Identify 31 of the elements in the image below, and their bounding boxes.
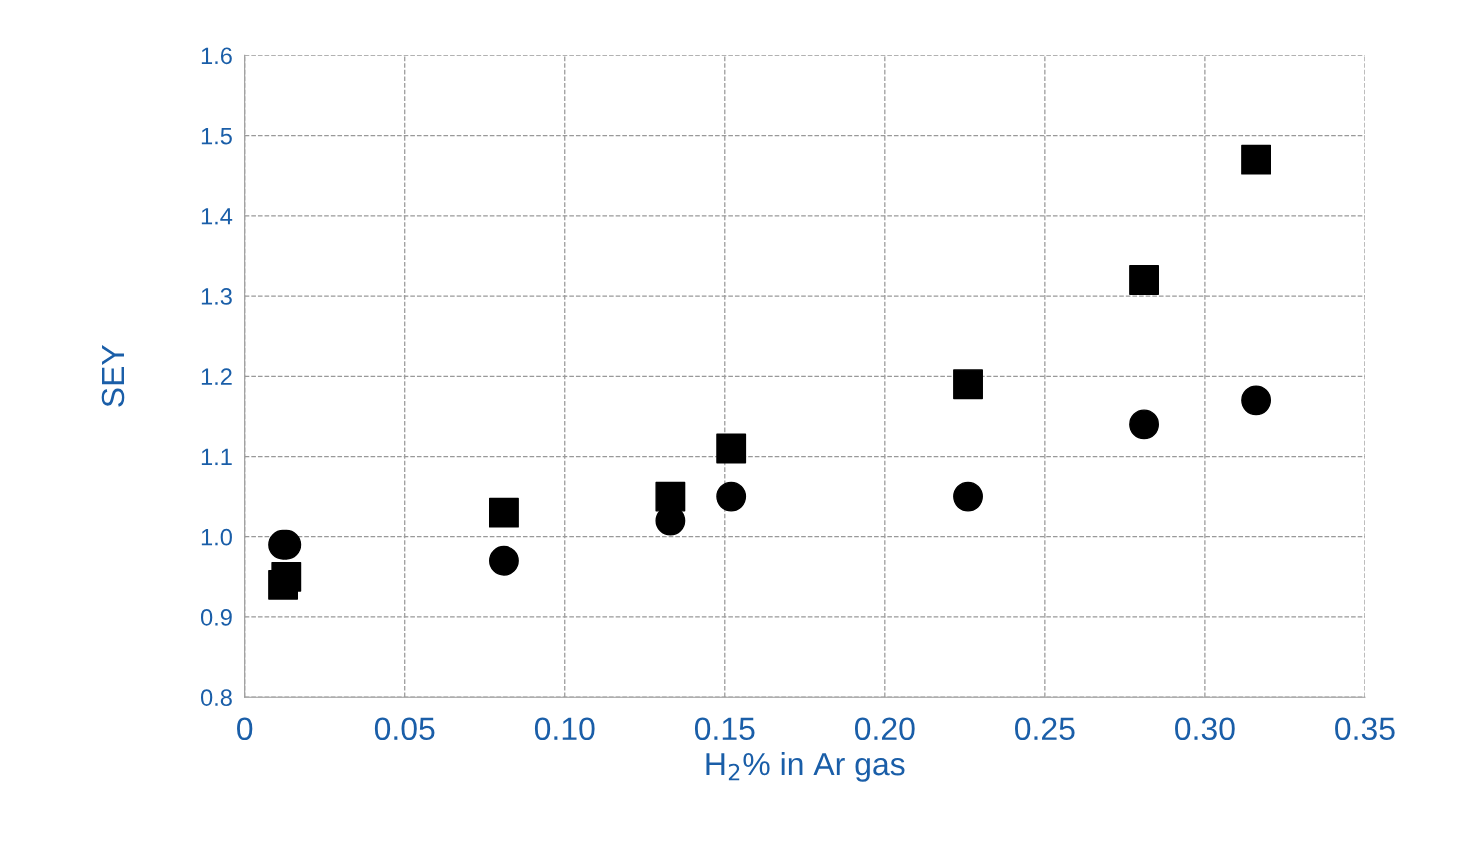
point	[489, 545, 519, 576]
y-tick-label: 1.5	[201, 127, 232, 145]
x-tick-label: 0.20	[854, 717, 915, 741]
x-tick-label: 0.10	[534, 717, 595, 741]
x-tick-label: 0.25	[1015, 717, 1075, 741]
point	[716, 481, 747, 512]
y-tick-label: 1.1	[201, 448, 232, 466]
point	[655, 481, 686, 512]
x-tick-label: 0.15	[694, 717, 755, 741]
y-tick-label: 1.2	[201, 368, 232, 385]
x-tick-label: 0.30	[1175, 717, 1235, 741]
point	[1129, 409, 1160, 440]
point	[1241, 385, 1272, 416]
point	[1129, 265, 1160, 295]
point	[1241, 144, 1272, 175]
y-tick-label: 1.6	[201, 47, 232, 65]
x-axis-title: H$_{2}$% in Ar gas	[706, 751, 905, 782]
x-tick-label: 0.35	[1335, 717, 1395, 741]
x-tick-label: 0	[237, 717, 253, 741]
y-tick-label: 1.4	[201, 208, 233, 225]
y-axis-title: SEY	[101, 345, 125, 407]
point	[271, 561, 302, 592]
point	[489, 497, 519, 528]
y-tick-label: 1.0	[201, 528, 232, 546]
x-tick-label: 0.05	[374, 717, 435, 741]
point	[953, 481, 983, 512]
point	[953, 369, 983, 400]
point	[716, 433, 747, 464]
y-tick-label: 0.8	[200, 689, 232, 706]
y-tick-label: 1.3	[201, 288, 232, 305]
y-tick-label: 0.9	[200, 609, 232, 626]
